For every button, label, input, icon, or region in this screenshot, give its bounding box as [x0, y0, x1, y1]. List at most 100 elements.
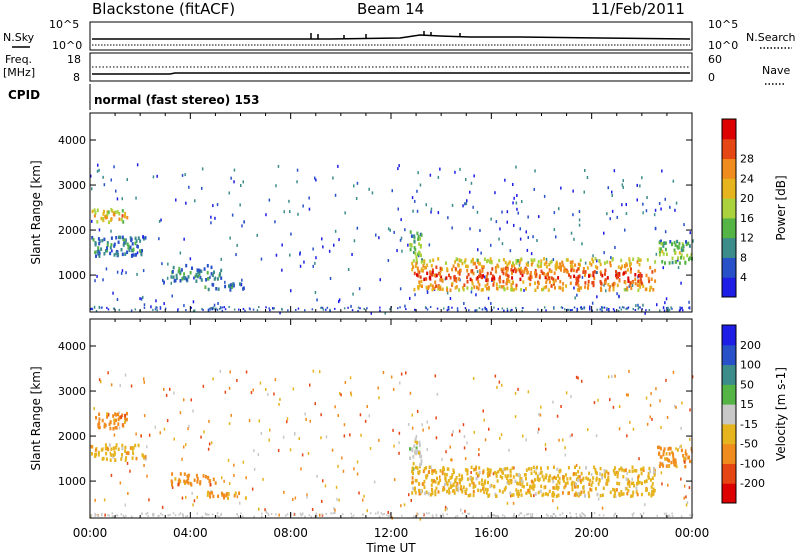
echo-pixel	[139, 239, 142, 243]
echo-pixel	[518, 263, 521, 267]
echo-pixel	[577, 283, 580, 288]
echo-pixel	[130, 515, 133, 518]
echo-pixel	[273, 307, 275, 310]
echo-pixel	[615, 273, 618, 278]
echo-pixel	[121, 209, 124, 213]
echo-pixel	[414, 437, 417, 441]
echo-pixel	[650, 392, 652, 396]
echo-pixel	[645, 479, 648, 483]
echo-pixel	[498, 489, 501, 493]
echo-pixel	[183, 445, 185, 449]
echo-pixel	[456, 482, 459, 486]
nsky-tick-top: 10^5	[49, 18, 79, 31]
echo-pixel	[596, 295, 598, 299]
echo-pixel	[613, 494, 616, 498]
echo-pixel	[129, 469, 131, 473]
echo-pixel	[124, 413, 127, 418]
echo-pixel	[455, 285, 458, 289]
echo-pixel	[631, 283, 634, 287]
echo-pixel	[433, 273, 436, 277]
echo-pixel	[414, 491, 417, 495]
echo-pixel	[533, 494, 535, 498]
echo-pixel	[146, 445, 148, 449]
echo-pixel	[418, 451, 420, 455]
nsky-panel: N.Sky 10^5 10^0 10^5 10^0 N.Search	[3, 18, 796, 52]
echo-pixel	[150, 305, 152, 309]
echo-pixel	[642, 211, 644, 215]
echo-pixel	[390, 375, 393, 379]
echo-pixel	[109, 458, 112, 462]
echo-pixel	[564, 473, 567, 477]
echo-pixel	[427, 285, 430, 289]
echo-pixel	[388, 515, 390, 518]
echo-pixel	[654, 268, 657, 273]
echo-pixel	[469, 476, 472, 481]
echo-pixel	[588, 482, 591, 486]
echo-pixel	[94, 512, 96, 515]
echo-pixel	[678, 251, 681, 255]
echo-pixel	[582, 476, 585, 481]
echo-pixel	[597, 497, 600, 501]
echo-pixel	[527, 236, 529, 239]
echo-pixel	[688, 257, 690, 262]
echo-pixel	[512, 261, 514, 265]
echo-pixel	[192, 309, 195, 312]
echo-pixel	[258, 419, 260, 423]
echo-pixel	[631, 280, 634, 285]
echo-pixel	[112, 453, 115, 457]
echo-pixel	[461, 261, 464, 266]
echo-pixel	[412, 461, 415, 466]
echo-pixel	[159, 431, 161, 435]
echo-pixel	[553, 486, 556, 490]
echo-pixel	[534, 478, 536, 482]
echo-pixel	[570, 482, 573, 486]
echo-pixel	[573, 306, 576, 309]
echo-pixel	[607, 478, 610, 483]
echo-pixel	[515, 201, 518, 205]
echo-pixel	[492, 514, 495, 516]
echo-pixel	[545, 285, 548, 289]
echo-pixel	[441, 287, 444, 292]
echo-pixel	[639, 306, 641, 309]
echo-pixel	[516, 207, 518, 211]
echo-pixel	[517, 492, 520, 496]
echo-pixel	[439, 285, 442, 289]
echo-pixel	[593, 401, 596, 405]
echo-pixel	[171, 486, 174, 489]
echo-pixel	[506, 466, 509, 471]
echo-pixel	[626, 307, 628, 310]
echo-pixel	[512, 269, 515, 273]
echo-pixel	[447, 306, 449, 309]
echo-pixel	[411, 413, 413, 417]
echo-pixel	[125, 456, 128, 460]
echo-pixel	[281, 268, 283, 272]
echo-pixel	[660, 471, 663, 475]
echo-pixel	[482, 487, 484, 491]
echo-pixel	[593, 465, 596, 469]
echo-pixel	[577, 470, 580, 474]
echo-pixel	[425, 203, 427, 207]
echo-pixel	[316, 298, 318, 302]
echo-pixel	[488, 427, 490, 431]
echo-pixel	[581, 379, 583, 383]
echo-pixel	[106, 241, 109, 245]
echo-pixel	[173, 391, 175, 395]
echo-pixel	[113, 433, 116, 437]
echo-pixel	[465, 202, 468, 206]
echo-pixel	[487, 296, 490, 300]
echo-pixel	[574, 485, 577, 489]
nave-tick-bottom: 0	[708, 71, 715, 84]
echo-pixel	[658, 464, 661, 468]
echo-pixel	[121, 269, 124, 273]
echo-pixel	[190, 398, 192, 402]
echo-pixel	[484, 438, 487, 442]
echo-pixel	[409, 391, 412, 395]
echo-pixel	[300, 514, 303, 517]
echo-pixel	[132, 451, 135, 456]
echo-pixel	[665, 252, 668, 256]
echo-pixel	[596, 308, 598, 311]
echo-pixel	[193, 309, 196, 312]
echo-pixel	[428, 426, 430, 430]
echo-pixel	[430, 492, 433, 497]
